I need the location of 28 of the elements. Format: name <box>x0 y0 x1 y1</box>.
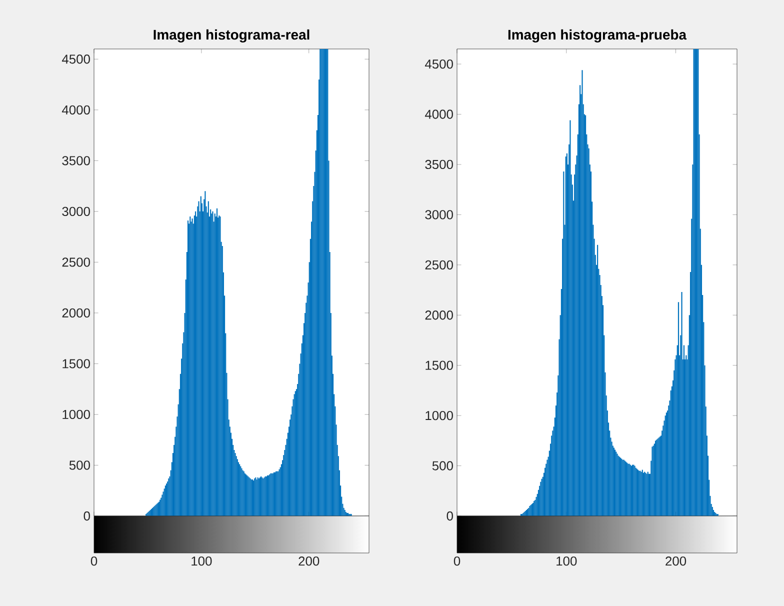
y-tick-label: 3000 <box>62 206 90 216</box>
x-tick-label: 200 <box>666 556 686 566</box>
y-tick-label: 3500 <box>62 156 90 166</box>
y-tick-label: 3000 <box>425 210 453 220</box>
y-tick-label: 2000 <box>62 308 90 318</box>
y-tick-label: 1500 <box>62 359 90 368</box>
x-tick-label: 0 <box>90 556 98 566</box>
y-tick-label: 2500 <box>425 260 453 270</box>
y-tick-label: 500 <box>69 460 90 470</box>
y-tick-label: 500 <box>432 461 453 470</box>
x-tick-label: 100 <box>192 556 212 566</box>
y-tick-label: 4000 <box>62 105 90 114</box>
y-tick-label: 4500 <box>62 54 90 64</box>
y-tick-label: 3500 <box>425 160 453 170</box>
y-tick-label: 2000 <box>425 310 453 320</box>
chart-title: Imagen histograma-real <box>154 29 310 42</box>
y-tick-label: 4000 <box>424 110 453 119</box>
y-tick-label: 0 <box>446 511 453 521</box>
y-tick-label: 1500 <box>426 360 453 370</box>
y-tick-label: 1000 <box>62 410 90 420</box>
x-tick-label: 100 <box>556 556 577 566</box>
y-tick-label: 1000 <box>426 410 453 420</box>
y-tick-label: 4500 <box>424 59 453 69</box>
x-tick-label: 0 <box>454 556 460 566</box>
y-tick-label: 0 <box>84 511 90 521</box>
x-tick-label: 200 <box>298 556 320 566</box>
chart-title: Imagen histograma-prueba <box>508 29 687 42</box>
y-tick-label: 2500 <box>62 258 90 267</box>
